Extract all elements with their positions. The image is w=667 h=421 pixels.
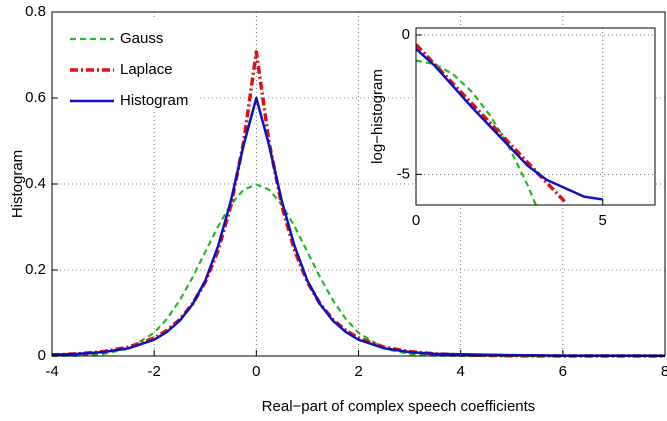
y-tick-label: 0.8 — [25, 3, 46, 20]
series-line — [51, 96, 666, 358]
axes-box — [415, 27, 656, 206]
y-tick-label: 0 — [402, 26, 410, 43]
y-axis-label: Histogram — [9, 150, 26, 218]
x-tick-label: 2 — [354, 363, 362, 380]
legend-box — [60, 20, 200, 112]
plot-area — [416, 28, 655, 205]
y-tick-label: 0.2 — [25, 261, 46, 278]
y-tick-label: 0 — [38, 347, 46, 364]
legend-label: Histogram — [120, 92, 188, 109]
series-line — [416, 59, 538, 205]
x-tick-label: 4 — [456, 363, 464, 380]
series-line — [416, 47, 603, 201]
legend-label: Laplace — [120, 61, 173, 78]
x-tick-label: -2 — [147, 363, 160, 380]
x-axis-label: Real−part of complex speech coefficients — [262, 398, 536, 415]
x-tick-label: 5 — [599, 212, 607, 229]
y-tick-label: 0.6 — [25, 89, 46, 106]
y-tick-label: -5 — [397, 165, 410, 182]
x-tick-label: 0 — [412, 212, 420, 229]
y-axis-label: log−histogram — [369, 69, 386, 164]
axes-box — [51, 11, 666, 357]
x-tick-label: 8 — [661, 363, 667, 380]
x-tick-label: 6 — [559, 363, 567, 380]
legend-label: Gauss — [120, 30, 163, 47]
x-tick-label: -4 — [45, 363, 58, 380]
y-tick-label: 0.4 — [25, 175, 46, 192]
x-tick-label: 0 — [252, 363, 260, 380]
